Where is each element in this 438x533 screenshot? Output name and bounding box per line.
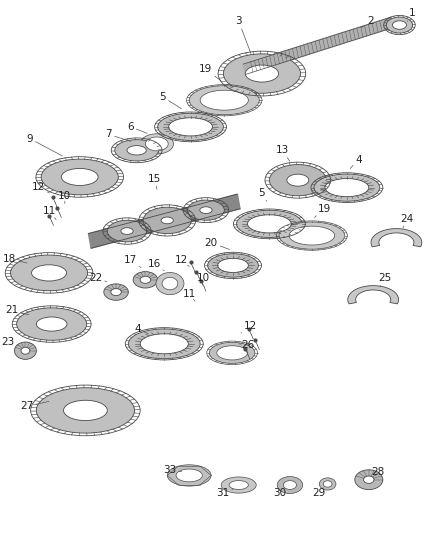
Ellipse shape — [107, 220, 147, 242]
Ellipse shape — [209, 342, 255, 364]
Ellipse shape — [143, 207, 191, 233]
Ellipse shape — [145, 137, 168, 151]
Ellipse shape — [36, 317, 67, 331]
Text: 27: 27 — [21, 401, 49, 411]
Ellipse shape — [176, 469, 202, 482]
Ellipse shape — [104, 284, 128, 300]
Ellipse shape — [169, 118, 212, 136]
Text: 19: 19 — [199, 64, 221, 81]
Ellipse shape — [11, 255, 88, 290]
Ellipse shape — [111, 288, 121, 296]
Text: 12: 12 — [175, 255, 189, 266]
Ellipse shape — [208, 254, 258, 277]
Ellipse shape — [392, 21, 406, 29]
Ellipse shape — [245, 65, 279, 82]
Ellipse shape — [140, 134, 173, 154]
Text: 31: 31 — [216, 488, 233, 498]
Ellipse shape — [386, 17, 413, 33]
Ellipse shape — [21, 348, 30, 354]
Text: 26: 26 — [239, 341, 254, 350]
Ellipse shape — [325, 179, 369, 197]
Ellipse shape — [323, 481, 332, 487]
Text: 15: 15 — [148, 174, 161, 189]
Ellipse shape — [187, 200, 224, 220]
Ellipse shape — [200, 207, 212, 214]
Ellipse shape — [32, 265, 67, 281]
Ellipse shape — [140, 334, 188, 354]
Ellipse shape — [217, 346, 247, 360]
Ellipse shape — [319, 478, 336, 490]
Ellipse shape — [158, 114, 223, 141]
Text: 16: 16 — [148, 259, 164, 271]
Ellipse shape — [283, 481, 297, 489]
Ellipse shape — [223, 54, 300, 93]
Text: 19: 19 — [314, 204, 331, 217]
Text: 29: 29 — [312, 488, 325, 498]
Ellipse shape — [36, 387, 134, 433]
Text: 28: 28 — [371, 467, 384, 477]
Ellipse shape — [127, 146, 146, 155]
Text: 1: 1 — [407, 9, 416, 21]
Text: 3: 3 — [235, 17, 251, 53]
Polygon shape — [243, 17, 393, 75]
Ellipse shape — [161, 217, 173, 224]
Ellipse shape — [221, 477, 256, 493]
Text: 24: 24 — [400, 214, 413, 228]
Text: 13: 13 — [276, 146, 290, 161]
Text: 30: 30 — [273, 488, 286, 498]
Text: 21: 21 — [6, 305, 29, 315]
Text: 2: 2 — [361, 17, 374, 28]
Ellipse shape — [218, 259, 248, 272]
Text: 33: 33 — [163, 465, 182, 475]
Ellipse shape — [364, 476, 374, 483]
Ellipse shape — [41, 159, 118, 195]
Ellipse shape — [156, 272, 184, 295]
Text: 5: 5 — [258, 188, 267, 201]
Text: 10: 10 — [58, 191, 71, 204]
Ellipse shape — [128, 329, 200, 359]
Text: 25: 25 — [378, 273, 391, 287]
Text: 20: 20 — [205, 238, 230, 249]
Text: 11: 11 — [42, 206, 56, 220]
Text: 23: 23 — [1, 337, 18, 347]
Ellipse shape — [115, 140, 159, 161]
Text: 9: 9 — [26, 134, 62, 156]
Ellipse shape — [121, 228, 133, 235]
Ellipse shape — [140, 276, 151, 284]
Text: 12: 12 — [241, 321, 257, 333]
Text: 10: 10 — [197, 273, 210, 285]
Ellipse shape — [64, 400, 107, 421]
Ellipse shape — [133, 272, 158, 288]
Ellipse shape — [200, 90, 248, 110]
Ellipse shape — [279, 222, 345, 249]
Text: 4: 4 — [350, 155, 362, 168]
Text: 6: 6 — [127, 122, 147, 133]
Ellipse shape — [61, 168, 98, 185]
Ellipse shape — [355, 470, 383, 490]
Text: 5: 5 — [159, 92, 182, 109]
Ellipse shape — [167, 465, 211, 486]
Ellipse shape — [237, 211, 302, 238]
Ellipse shape — [247, 215, 291, 233]
Ellipse shape — [314, 174, 380, 201]
Ellipse shape — [269, 165, 326, 196]
Ellipse shape — [14, 342, 36, 359]
Text: 12: 12 — [32, 182, 49, 193]
Text: 18: 18 — [3, 254, 27, 263]
Ellipse shape — [189, 86, 259, 115]
Ellipse shape — [17, 308, 87, 340]
Text: 22: 22 — [89, 273, 107, 283]
Text: 17: 17 — [124, 255, 141, 268]
Ellipse shape — [277, 477, 303, 494]
Ellipse shape — [287, 174, 309, 186]
Text: 7: 7 — [105, 130, 131, 141]
Ellipse shape — [229, 481, 248, 489]
Text: 4: 4 — [134, 325, 148, 334]
Ellipse shape — [289, 226, 335, 245]
Ellipse shape — [162, 277, 178, 290]
Text: 11: 11 — [183, 289, 196, 301]
Polygon shape — [88, 194, 240, 248]
Polygon shape — [371, 229, 422, 247]
Polygon shape — [348, 286, 399, 304]
